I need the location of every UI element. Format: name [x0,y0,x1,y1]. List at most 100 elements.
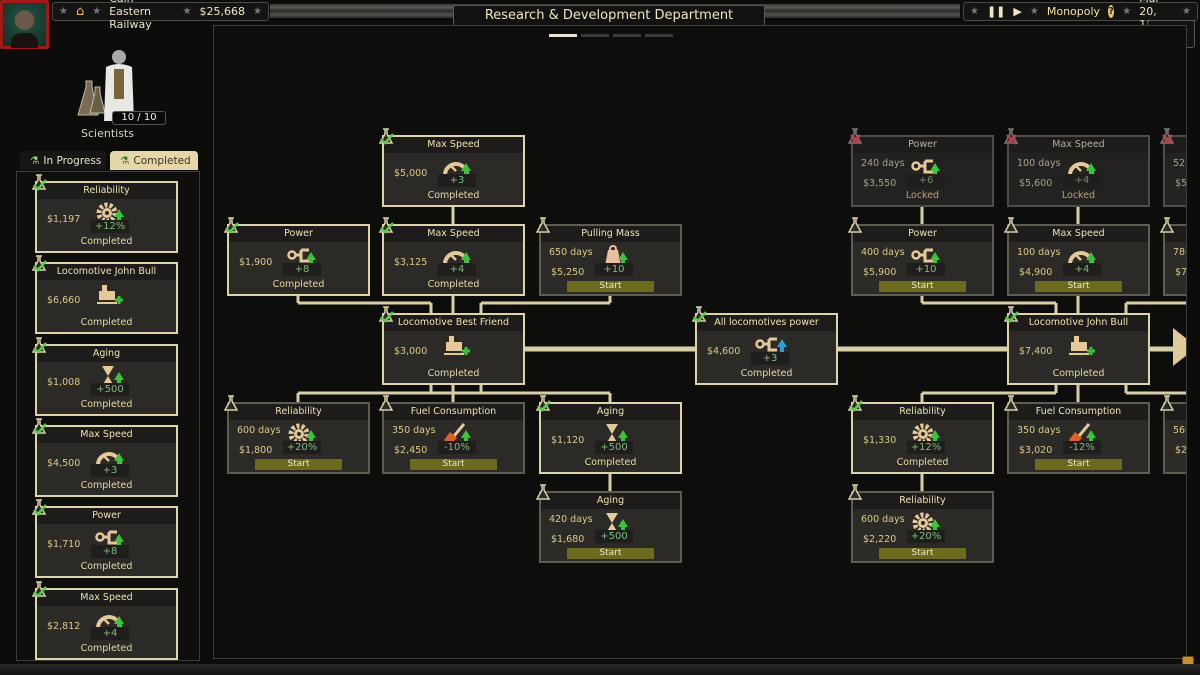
bottom-bar [0,664,1200,675]
game-mode: Monopoly [1046,5,1101,18]
flask-icon [1159,217,1175,233]
card-title: Reliability [37,183,176,199]
flask-icon [223,395,239,411]
research-card[interactable]: Power 400 days $5,900 +10 Start [847,217,994,296]
research-card[interactable]: All locomotives power $4,600 +3 Completed [691,306,838,385]
player-portrait[interactable] [0,0,49,49]
power-icon [285,244,319,268]
start-research-button[interactable]: Start [1035,281,1122,292]
locked-x-icon [1159,128,1175,145]
research-card[interactable]: Aging 420 days $1,680 +500 Start [535,484,682,563]
card-status: Completed [80,398,133,410]
gauge-icon [93,608,127,632]
card-duration: 100 days [1017,158,1061,169]
card-effect-value: +3 [751,352,789,365]
loco-icon [1065,333,1099,357]
start-research-button[interactable]: Start [410,459,497,470]
card-title: Power [853,226,992,242]
card-status: Completed [584,457,637,468]
research-card[interactable]: Max Speed $4,500 +3 Completed [31,418,178,497]
next-page-arrow-icon[interactable] [1173,328,1186,366]
start-research-button[interactable]: Start [567,548,654,559]
start-research-button[interactable]: Start [879,281,966,292]
card-status: Completed [80,236,133,247]
start-research-button[interactable]: Start [567,281,654,292]
research-card[interactable]: Reliability $1,330 +12% Completed [847,395,994,474]
card-duration: 560 [1173,425,1186,436]
page-dot[interactable] [581,34,609,37]
gauge-icon [1065,155,1099,179]
start-research-button[interactable]: Start [1035,459,1122,470]
research-card[interactable]: 560 $2 [1159,395,1186,474]
card-duration: 400 days [861,247,905,258]
research-card[interactable]: Locomotive John Bull $6,660 Completed [31,255,178,335]
research-card[interactable]: Aging $1,008 +500 Completed [31,336,178,416]
research-card[interactable]: Aging $1,120 +500 Completed [535,395,682,474]
tab-in-progress[interactable]: ⚗ In Progress [20,151,106,170]
card-duration: 100 days [1017,247,1061,258]
research-card[interactable]: Fuel Consumption 350 days $2,450 -10% Start [378,395,525,474]
card-effect-value: -10% [438,441,476,454]
research-card[interactable]: Power $1,710 +8 Completed [31,499,178,579]
power-icon [909,244,943,268]
card-cost: $3,125 [394,257,428,268]
research-card[interactable]: 780 $7 [1159,217,1186,296]
flask-check-icon [378,128,394,145]
flask-check-icon [31,174,47,191]
card-cost: $5,900 [863,267,897,278]
card-cost: $6,660 [47,295,81,307]
power-icon [909,155,943,179]
help-icon[interactable]: ? [1108,5,1115,18]
research-card[interactable]: Reliability 600 days $2,220 +20% Start [847,484,994,563]
start-research-button[interactable]: Start [879,548,966,559]
card-title: Power [37,508,176,525]
tab-completed[interactable]: ⚗ Completed [110,151,198,170]
research-card[interactable]: Max Speed $3,125 +4 Completed [378,217,525,296]
research-card[interactable]: Fuel Consumption 350 days $3,020 -12% Start [1003,395,1150,474]
card-title: Locomotive John Bull [1009,315,1148,331]
flask-check-icon [378,306,394,323]
research-card[interactable]: Locomotive John Bull $7,400 Completed [1003,306,1150,385]
research-card[interactable]: Max Speed 100 days $5,600 +4 Locked [1003,128,1150,207]
page-dot[interactable] [549,34,577,37]
flask-check-icon [1003,306,1019,323]
star-icon: ★ [59,6,68,17]
completed-research-list[interactable]: Reliability $1,197 +12% Completed Locomotive… [16,171,200,661]
card-title: Max Speed [384,226,523,242]
play-icon[interactable]: ▶ [1013,5,1022,18]
card-status: Completed [80,317,133,329]
flask-check-icon [847,395,863,412]
research-card[interactable]: Reliability 600 days $1,800 +20% Start [223,395,370,474]
card-status: Completed [272,279,325,290]
page-indicator[interactable] [549,34,673,37]
card-effect-value: +4 [438,263,476,276]
research-card[interactable]: Pulling Mass 650 days $5,250 +10 Start [535,217,682,296]
flask-check-icon [31,255,47,273]
card-effect-value: +4 [1063,174,1101,187]
research-card[interactable]: Power 240 days $3,550 +6 Locked [847,128,994,207]
research-card[interactable]: Power $1,900 +8 Completed [223,217,370,296]
card-cost: $5,600 [1019,178,1053,189]
game-controls-bar: ★ ❚❚ ▶ ★ Monopoly ? ★ Mar 20, 1842 ★ [963,0,1198,31]
card-title: Power [853,137,992,153]
page-title: Research & Development Department [453,5,765,27]
gauge-icon [93,445,127,469]
research-tree[interactable]: Max Speed $5,000 +3 Completed Power $1,900 +8 C… [213,25,1187,659]
home-icon[interactable]: ⌂ [75,4,85,19]
page-dot[interactable] [613,34,641,37]
research-card[interactable]: Max Speed 100 days $4,900 +4 Start [1003,217,1150,296]
star-icon: ★ [970,6,979,17]
research-card[interactable]: 520 $5 [1159,128,1186,207]
company-bar: ★ ⌂ ★ Cain Eastern Railway ★ $25,668 ★ [52,0,269,31]
card-effect-value: +4 [91,626,129,640]
research-card[interactable]: Locomotive Best Friend $3,000 Completed [378,306,525,385]
pause-icon[interactable]: ❚❚ [986,5,1006,18]
research-card[interactable]: Max Speed $5,000 +3 Completed [378,128,525,207]
start-research-button[interactable]: Start [255,459,342,470]
research-card[interactable]: Reliability $1,197 +12% Completed [31,174,178,253]
page-dot[interactable] [645,34,673,37]
card-status: Locked [1061,190,1096,201]
card-cost: $2,220 [863,534,897,545]
research-card[interactable]: Max Speed $2,812 +4 Completed [31,580,178,660]
flask-icon [847,217,863,233]
